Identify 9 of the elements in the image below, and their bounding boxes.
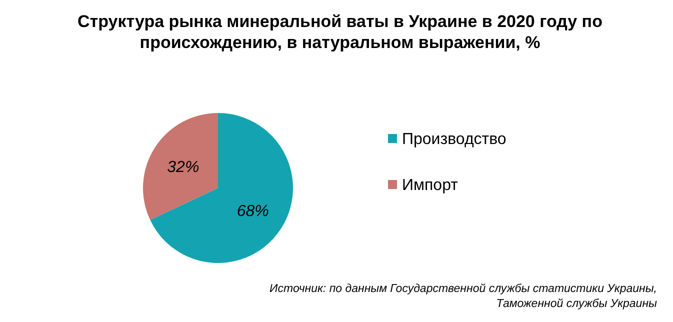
data-label: 68% [236,203,269,220]
pie-slice [143,113,218,220]
legend-label: Импорт [402,177,459,194]
chart-title: Структура рынка минеральной ваты в Украине в 2020 году по происхождению, в натуральном выражении, % [78,12,602,52]
text: Источник: по данным Государственной службы статистики Украины, [270,283,657,295]
text: Таможенной службы Украины [496,298,658,310]
pie-slice [150,113,293,263]
data-label: 32% [167,158,200,176]
legend-label: Производство [402,131,506,148]
